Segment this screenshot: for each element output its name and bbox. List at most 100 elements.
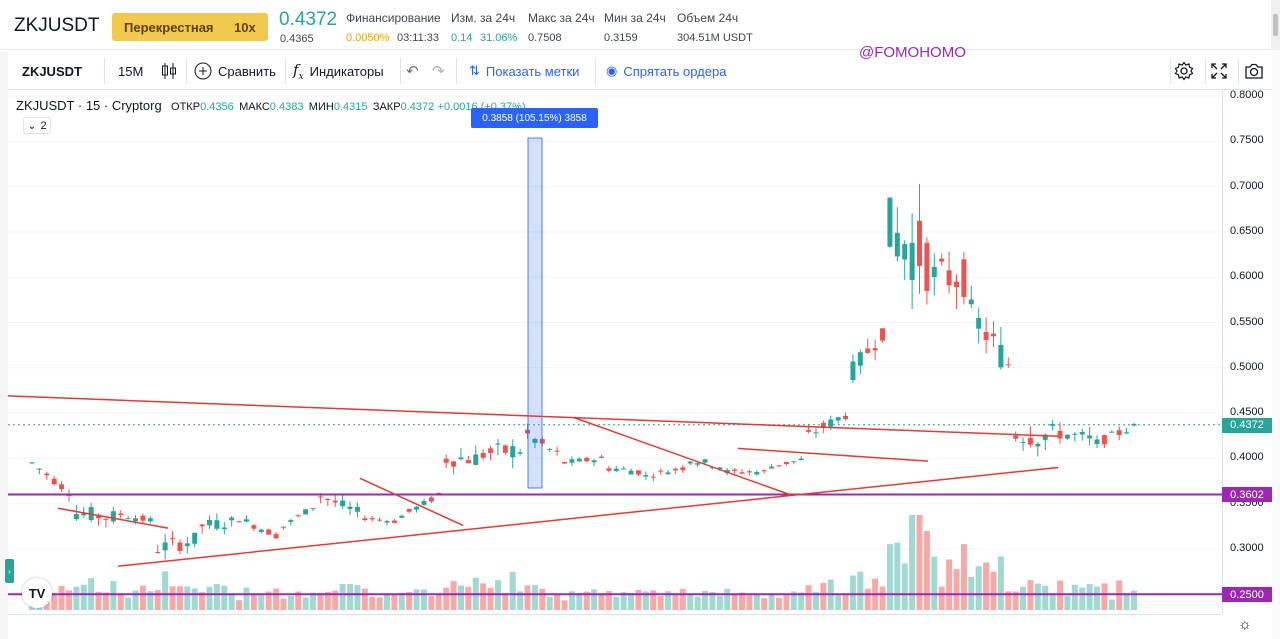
leverage-label[interactable]: 10x bbox=[234, 19, 256, 35]
redo-button[interactable]: ↷ bbox=[432, 52, 445, 90]
volume-bar bbox=[598, 593, 605, 610]
candle-body bbox=[621, 468, 627, 470]
ticker-scrollbar[interactable] bbox=[1271, 0, 1280, 50]
show-marks-button[interactable]: ⇅ Показать метки bbox=[469, 52, 579, 90]
margin-mode-button[interactable]: Перекрестная 10x bbox=[112, 13, 268, 41]
candle-body bbox=[103, 518, 109, 520]
candle-body bbox=[81, 513, 87, 516]
volume-bar bbox=[990, 571, 997, 610]
volume-bar bbox=[702, 590, 709, 610]
candle-body bbox=[1116, 430, 1122, 436]
volume-bar bbox=[287, 595, 294, 610]
tradingview-logo[interactable]: TV bbox=[22, 578, 52, 608]
candle-body bbox=[739, 472, 745, 474]
volume-bar bbox=[983, 562, 990, 610]
volume-bar bbox=[102, 592, 109, 610]
candle-body bbox=[576, 458, 582, 462]
volume-bar bbox=[1123, 592, 1130, 610]
toolbar-symbol-button[interactable]: ZKJUSDT bbox=[22, 52, 82, 90]
legend-open-label: ОТКР bbox=[171, 101, 201, 113]
candle-body bbox=[340, 500, 346, 507]
volume-label: Объем 24ч bbox=[677, 11, 739, 25]
candle-body bbox=[362, 518, 368, 521]
volume-bar bbox=[206, 586, 213, 610]
settings-button[interactable] bbox=[1174, 52, 1194, 90]
candle-body bbox=[177, 542, 183, 551]
candle-body bbox=[665, 472, 671, 475]
volume-bar bbox=[879, 586, 886, 610]
trend-line bbox=[573, 416, 791, 496]
volume-bar bbox=[761, 598, 768, 610]
candle-body bbox=[59, 484, 65, 490]
candle-body bbox=[880, 328, 886, 341]
page-scrollbar[interactable] bbox=[1272, 52, 1280, 639]
volume-bar bbox=[1034, 583, 1041, 610]
volume-bar bbox=[95, 591, 102, 610]
candle-body bbox=[1101, 435, 1107, 445]
candle-body bbox=[162, 542, 168, 551]
volume-bar bbox=[376, 597, 383, 610]
candle-body bbox=[946, 270, 952, 286]
candle-body bbox=[769, 466, 775, 469]
volume-bar bbox=[457, 585, 464, 610]
volume-bar bbox=[480, 583, 487, 610]
candle-body bbox=[517, 452, 523, 454]
hide-orders-button[interactable]: ◉ Спрятать ордера bbox=[606, 52, 726, 90]
candle-body bbox=[813, 432, 819, 434]
volume-bar bbox=[798, 592, 805, 610]
price-chart[interactable] bbox=[8, 90, 1222, 614]
candle-body bbox=[118, 513, 124, 516]
compare-button[interactable]: Сравнить bbox=[194, 52, 276, 90]
candle-body bbox=[399, 515, 405, 518]
volume-bar bbox=[413, 589, 420, 610]
time-axis[interactable] bbox=[8, 614, 1222, 639]
candle-body bbox=[347, 506, 353, 510]
volume-bar bbox=[420, 589, 427, 610]
tv-logo-icon: TV bbox=[28, 585, 46, 601]
undo-button[interactable]: ↶ bbox=[406, 52, 419, 90]
price-tick: 0.3000 bbox=[1230, 542, 1264, 554]
candle-body bbox=[354, 506, 360, 512]
volume-bar bbox=[790, 591, 797, 610]
candle-body bbox=[243, 519, 249, 522]
price-tick: 0.5500 bbox=[1230, 315, 1264, 328]
volume-bar bbox=[997, 556, 1004, 610]
chart-area[interactable] bbox=[8, 90, 1222, 614]
candle-body bbox=[1005, 364, 1011, 366]
candle-body bbox=[917, 220, 923, 266]
current-price-label: 0.4372 bbox=[1222, 417, 1272, 433]
volume-bar bbox=[310, 592, 317, 610]
screenshot-button[interactable] bbox=[1244, 52, 1264, 90]
candle-body bbox=[532, 438, 538, 443]
candle-body bbox=[1050, 424, 1056, 426]
candle-body bbox=[828, 419, 834, 427]
candle-body bbox=[584, 457, 590, 462]
candle-body bbox=[51, 478, 57, 485]
indicators-collapse-button[interactable]: ⌄ 2 bbox=[23, 117, 51, 134]
price-tick: 0.6500 bbox=[1230, 224, 1264, 237]
price-axis[interactable] bbox=[1222, 90, 1272, 614]
legend-low: 0.4315 bbox=[333, 101, 368, 113]
candle-body bbox=[1072, 433, 1078, 435]
high-label: Макс за 24ч bbox=[528, 11, 595, 25]
fullscreen-button[interactable] bbox=[1210, 52, 1228, 90]
volume-bar bbox=[339, 583, 346, 610]
chart-type-button[interactable] bbox=[161, 52, 177, 90]
legend-high: 0.4383 bbox=[269, 101, 304, 113]
volume-bar bbox=[1020, 586, 1027, 610]
panel-expand-handle[interactable]: › bbox=[5, 559, 14, 583]
candle-body bbox=[1064, 434, 1070, 439]
axis-settings-button[interactable]: ☼ bbox=[1238, 616, 1252, 633]
interval-label: 15M bbox=[118, 63, 144, 79]
volume-bar bbox=[539, 588, 546, 610]
volume-bar bbox=[73, 586, 80, 610]
legend-high-label: МАКС bbox=[239, 101, 270, 113]
candle-body bbox=[451, 461, 457, 467]
interval-button[interactable]: 15M bbox=[118, 52, 143, 90]
volume-bar bbox=[465, 586, 472, 610]
candle-body bbox=[473, 454, 479, 465]
volume-bar bbox=[1131, 590, 1137, 610]
indicators-button[interactable]: fx Индикаторы bbox=[293, 52, 384, 90]
candle-body bbox=[613, 468, 619, 471]
ticker-symbol[interactable]: ZKJUSDT bbox=[14, 15, 100, 36]
